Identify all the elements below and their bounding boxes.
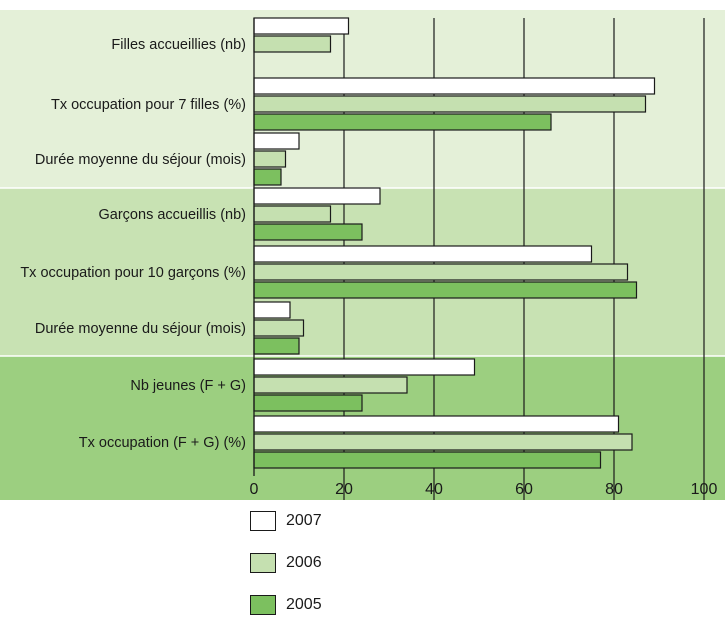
bar-2005-4	[253, 281, 638, 299]
bar-2006-5	[253, 319, 305, 337]
x-tick-label: 40	[425, 481, 443, 498]
legend-item-2007: 2007	[250, 510, 322, 532]
category-labels: Filles accueillies (nb) Tx occupation pou…	[20, 37, 246, 451]
category-label: Tx occupation pour 7 filles (%)	[51, 97, 246, 113]
bar-2005-7	[253, 451, 602, 469]
category-label: Garçons accueillis (nb)	[99, 207, 246, 223]
bar-2006-0	[253, 35, 332, 53]
bar-2005-1	[253, 113, 552, 131]
legend-swatch-2007	[250, 511, 276, 531]
bar-2006-3	[253, 205, 332, 223]
x-tick-label: 100	[691, 481, 718, 498]
category-label: Tx occupation (F + G) (%)	[79, 435, 246, 451]
legend-label-2005: 2005	[286, 596, 322, 613]
legend-swatch-2006	[250, 553, 276, 573]
legend-item-2005: 2005	[250, 594, 322, 616]
legend: 2007 2006 2005	[250, 510, 322, 636]
legend-item-2006: 2006	[250, 552, 322, 574]
bar-2007-7	[253, 415, 620, 433]
bar-2007-1	[253, 77, 656, 95]
x-tick-label: 20	[335, 481, 353, 498]
category-label: Nb jeunes (F + G)	[130, 378, 246, 394]
category-label: Durée moyenne du séjour (mois)	[35, 152, 246, 168]
bar-2007-0	[253, 17, 350, 35]
legend-swatch-2005	[250, 595, 276, 615]
category-label: Durée moyenne du séjour (mois)	[35, 321, 246, 337]
bar-2006-4	[253, 263, 629, 281]
bar-2007-5	[253, 301, 291, 319]
x-axis-ticks: 0 20 40 60 80 100	[250, 481, 718, 498]
bar-2007-3	[253, 187, 381, 205]
category-label: Filles accueillies (nb)	[111, 37, 246, 53]
bar-2005-5	[253, 337, 300, 355]
bar-chart: Filles accueillies (nb) Tx occupation pou…	[0, 10, 725, 500]
bar-2006-1	[253, 95, 647, 113]
bar-2005-2	[253, 168, 282, 186]
bar-2007-6	[253, 358, 476, 376]
bar-2006-6	[253, 376, 408, 394]
bar-2007-2	[253, 132, 300, 150]
bar-2007-4	[253, 245, 593, 263]
x-tick-label: 60	[515, 481, 533, 498]
bar-2005-6	[253, 394, 363, 412]
bar-2005-3	[253, 223, 363, 241]
legend-label-2007: 2007	[286, 512, 322, 529]
category-label: Tx occupation pour 10 garçons (%)	[20, 265, 246, 281]
x-tick-label: 0	[250, 481, 259, 498]
bars	[253, 17, 656, 469]
legend-label-2006: 2006	[286, 554, 322, 571]
x-tick-label: 80	[605, 481, 623, 498]
bar-2006-7	[253, 433, 633, 451]
bar-2006-2	[253, 150, 287, 168]
